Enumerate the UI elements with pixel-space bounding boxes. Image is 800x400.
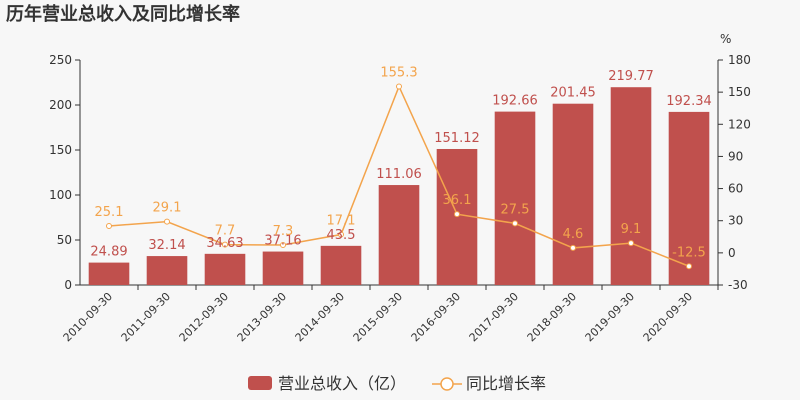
x-tick-label: 2018-09-30 [525, 290, 579, 344]
bar [610, 87, 652, 285]
bar [204, 253, 246, 285]
bar-value-label: 192.66 [492, 94, 538, 109]
bar-value-label: 151.12 [434, 131, 480, 146]
bar-value-label: 37.16 [264, 234, 301, 249]
right-tick-label: -30 [728, 278, 748, 292]
bar [320, 245, 362, 285]
bar [552, 103, 594, 285]
bar [494, 111, 536, 285]
right-tick-label: 30 [728, 214, 743, 228]
line-point [570, 244, 576, 251]
line-value-label: -12.5 [672, 245, 706, 260]
bar [378, 185, 420, 285]
x-tick-label: 2020-09-30 [641, 290, 695, 344]
line-value-label: 7.7 [215, 224, 236, 239]
line-value-label: 29.1 [153, 201, 182, 216]
line-point [222, 241, 228, 248]
bar-value-label: 111.06 [376, 167, 422, 182]
line-value-label: 17.1 [327, 214, 356, 229]
right-tick-label: 90 [728, 149, 743, 163]
x-tick-label: 2017-09-30 [467, 290, 521, 344]
legend-bar-label: 营业总收入（亿） [278, 374, 406, 393]
line-value-label: 155.3 [380, 65, 417, 80]
right-tick-label: 0 [728, 246, 736, 260]
line-point [628, 240, 634, 247]
right-axis-unit: % [720, 32, 731, 46]
line-value-label: 4.6 [563, 227, 584, 242]
line-point [164, 218, 170, 225]
bar-value-label: 24.89 [90, 245, 127, 260]
x-tick-labels: 2010-09-30 2011-09-30 2012-09-30 2013-09-30… [61, 290, 695, 344]
x-tick-label: 2014-09-30 [293, 290, 347, 344]
left-tick-label: 100 [49, 188, 72, 202]
left-tick-label: 0 [64, 278, 72, 292]
x-tick-label: 2012-09-30 [177, 290, 231, 344]
line-series [106, 83, 692, 270]
x-tick-label: 2011-09-30 [119, 290, 173, 344]
line-point [686, 263, 692, 270]
line-point [338, 231, 344, 238]
legend-line-label: 同比增长率 [466, 374, 546, 393]
x-tick-label: 2016-09-30 [409, 290, 463, 344]
line-point [280, 242, 286, 249]
chart-title: 历年营业总收入及同比增长率 [6, 3, 240, 25]
line-value-label: 36.1 [443, 193, 472, 208]
x-tick-label: 2015-09-30 [351, 290, 405, 344]
right-tick-label: 60 [728, 182, 743, 196]
bar-value-label: 201.45 [550, 86, 596, 101]
line-point [512, 220, 518, 227]
bar [146, 256, 188, 285]
data-labels: 24.89 32.14 34.63 37.16 43.5 111.06 151.12 192.… [90, 65, 711, 260]
x-tick-label: 2013-09-30 [235, 290, 289, 344]
line-point [454, 211, 460, 218]
bar-value-label: 34.63 [206, 236, 243, 251]
bar-series [88, 87, 710, 285]
legend-line-marker [440, 377, 454, 391]
bar-value-label: 32.14 [148, 238, 185, 253]
line-value-label: 25.1 [95, 205, 124, 220]
line-value-label: 7.3 [273, 224, 294, 239]
right-tick-label: 180 [728, 53, 751, 67]
bar [88, 262, 130, 285]
line-value-label: 27.5 [501, 202, 530, 217]
bar-value-label: 219.77 [608, 69, 654, 84]
left-tick-label: 200 [49, 98, 72, 112]
x-tick-label: 2019-09-30 [583, 290, 637, 344]
right-tick-label: 150 [728, 85, 751, 99]
right-tick-label: 120 [728, 117, 751, 131]
bar-value-label: 192.34 [666, 94, 712, 109]
bar [262, 251, 304, 285]
bar [668, 111, 710, 285]
left-tick-label: 50 [57, 233, 72, 247]
left-tick-label: 250 [49, 53, 72, 67]
bar-value-label: 43.5 [327, 228, 356, 243]
legend[interactable]: 营业总收入（亿） 同比增长率 [248, 374, 546, 393]
left-tick-label: 150 [49, 143, 72, 157]
line-value-label: 9.1 [621, 222, 642, 237]
legend-bar-swatch [248, 376, 272, 390]
line-point [396, 83, 402, 90]
line-point [106, 222, 112, 229]
x-tick-label: 2010-09-30 [61, 290, 115, 344]
